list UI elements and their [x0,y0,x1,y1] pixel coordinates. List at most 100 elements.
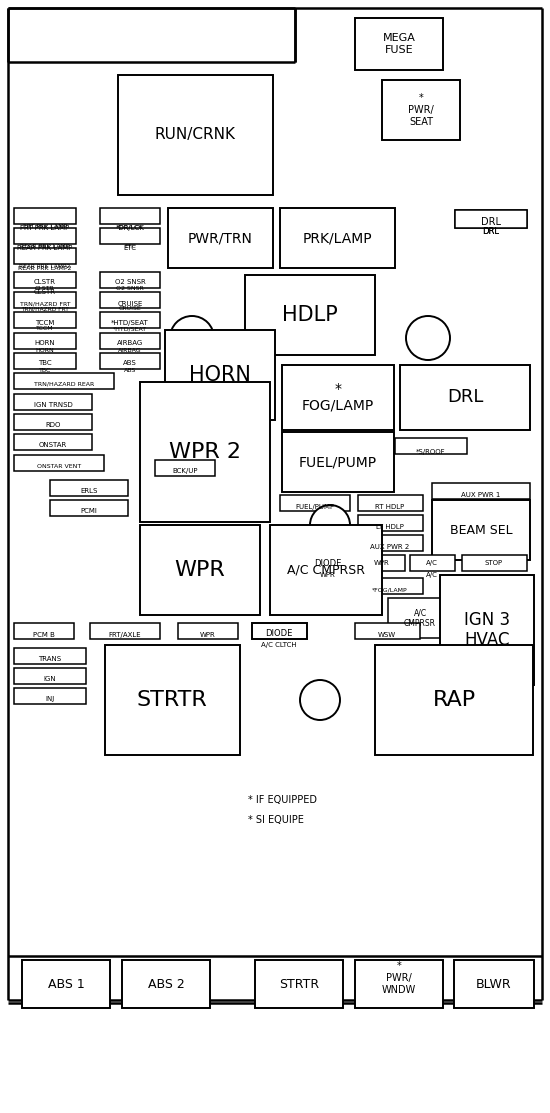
Bar [14,668,86,684]
Text: FUEL/PUMP: FUEL/PUMP [299,455,377,469]
Text: A/C CLTCH: A/C CLTCH [261,642,297,648]
Bar [14,414,92,430]
Text: DIODE: DIODE [265,630,293,639]
Text: *
PWR/
WNDW: * PWR/ WNDW [382,962,416,995]
Text: TCCM: TCCM [36,326,54,332]
Bar [14,353,76,370]
Text: DRL: DRL [482,227,499,236]
Text: REAR PRK LAMP2: REAR PRK LAMP2 [18,266,72,270]
Text: WPR: WPR [320,572,336,578]
Text: FRT PRK LAMP: FRT PRK LAMP [23,225,67,229]
Bar [355,961,443,1008]
Text: DRL: DRL [481,217,501,227]
Text: A/C CMPRSR: A/C CMPRSR [287,563,365,577]
Text: FRT PRK LAMP: FRT PRK LAMP [20,225,70,232]
Text: PRK/LAMP: PRK/LAMP [302,232,372,245]
Bar [105,646,240,755]
Text: WPR: WPR [374,560,390,567]
Text: *HTD/SEAT: *HTD/SEAT [113,326,147,332]
Bar [100,333,160,349]
Bar [355,623,420,639]
Text: CRUISE: CRUISE [117,301,142,307]
Text: TCCM: TCCM [35,321,54,326]
Bar [14,208,76,224]
Bar [140,525,260,615]
Bar [90,623,160,639]
Text: WPR 2: WPR 2 [169,442,241,462]
Text: BEAM SEL: BEAM SEL [450,523,512,536]
Text: DRL: DRL [482,227,499,236]
Text: TBC: TBC [39,368,51,374]
Text: CLSTR: CLSTR [35,286,55,292]
Text: *S/ROOF: *S/ROOF [416,449,446,455]
Bar [14,333,76,349]
Text: LT HDLP: LT HDLP [376,524,404,530]
Text: WPR: WPR [175,560,226,580]
Bar [255,961,343,1008]
Text: STOP: STOP [485,560,503,567]
Text: HORN: HORN [36,347,54,353]
Bar [14,455,104,471]
Text: ONSTAR: ONSTAR [39,442,67,449]
Text: RAP: RAP [432,690,476,710]
Text: PWR/TRN: PWR/TRN [188,232,252,245]
Text: *FOG/LAMP: *FOG/LAMP [372,588,408,592]
Text: DRL: DRL [447,388,483,406]
Text: *DR/LCK: *DR/LCK [117,225,143,229]
Bar [432,483,530,499]
Circle shape [300,680,340,720]
Bar [122,961,210,1008]
Bar [245,275,375,355]
Bar [375,646,533,755]
Bar [14,272,76,288]
Bar [358,578,423,594]
Circle shape [310,505,350,545]
Bar [14,688,86,705]
Text: AIRBAG: AIRBAG [118,347,142,353]
Text: TBC: TBC [38,359,52,366]
Bar [432,500,530,560]
Text: ONSTAR VENT: ONSTAR VENT [37,463,81,469]
Text: MEGA
FUSE: MEGA FUSE [383,33,415,55]
Bar [282,365,394,430]
Bar [400,365,530,430]
Text: RDO: RDO [45,422,60,429]
Text: TRN/HAZRD FRT: TRN/HAZRD FRT [20,302,70,306]
Bar [155,460,215,476]
Bar [280,495,350,511]
Text: TRN/HAZARD REAR: TRN/HAZARD REAR [34,382,94,386]
Bar [455,210,527,228]
Text: WSW: WSW [378,632,396,638]
Text: PCM B: PCM B [33,632,55,638]
Text: O2 SNSR: O2 SNSR [114,279,145,285]
Text: A/C: A/C [426,560,438,567]
Text: REAR PRK LAMP: REAR PRK LAMP [17,245,73,252]
Text: RUN/CRNK: RUN/CRNK [155,128,235,142]
Bar [118,75,273,195]
Bar [462,555,527,571]
Bar [358,535,423,551]
Text: AIRBAG: AIRBAG [117,339,143,346]
Text: *HTD/SEAT: *HTD/SEAT [111,321,149,326]
Text: IGN 3
HVAC: IGN 3 HVAC [464,611,510,649]
Bar [14,292,76,308]
Bar [440,575,534,684]
Bar [14,434,92,450]
Bar [100,272,160,288]
Text: *
PWR/
SEAT: * PWR/ SEAT [408,93,434,127]
Text: IGN: IGN [43,676,56,682]
Text: ETC: ETC [124,245,136,249]
Bar [100,353,160,370]
Text: * IF EQUIPPED: * IF EQUIPPED [248,795,317,805]
Text: HORN: HORN [35,339,56,346]
Text: A/C: A/C [426,572,438,578]
Bar [360,555,405,571]
Text: ABS: ABS [124,368,136,374]
Text: CLSTR: CLSTR [34,279,56,285]
Bar [22,961,110,1008]
Bar [14,228,76,244]
Bar [14,248,76,264]
Bar [302,555,354,571]
Text: *
FOG/LAMP: * FOG/LAMP [302,382,374,412]
Bar [280,208,395,268]
